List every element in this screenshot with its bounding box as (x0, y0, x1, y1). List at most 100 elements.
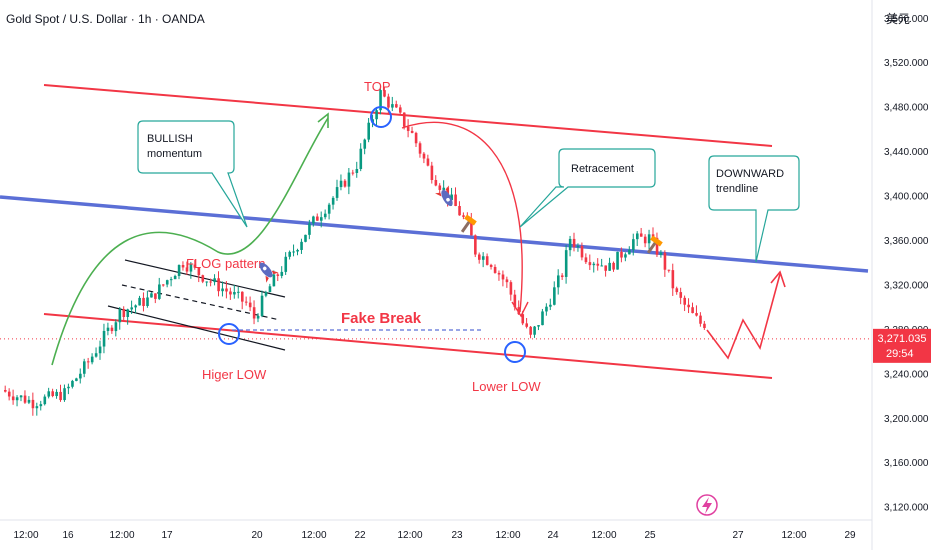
candle (4, 385, 7, 393)
candle (489, 263, 493, 270)
candle (209, 278, 212, 287)
candle (225, 281, 228, 299)
fake-break-label: Fake Break (341, 310, 422, 327)
flag-upper-line[interactable] (124, 259, 286, 298)
candle (327, 202, 331, 220)
candle (434, 175, 438, 187)
top-circle[interactable] (370, 106, 392, 128)
candle (284, 252, 288, 275)
candle (122, 306, 126, 322)
price-tag[interactable]: 3,271.035 29:54 (873, 328, 931, 363)
time-tick-label: 20 (251, 530, 263, 541)
candle (675, 286, 679, 295)
candle (71, 379, 74, 389)
candle (509, 280, 513, 301)
candle (679, 287, 683, 305)
candle (545, 303, 548, 316)
candle (39, 400, 43, 411)
candle (19, 394, 23, 402)
candle (90, 353, 94, 365)
candles[interactable] (4, 85, 706, 416)
candle (260, 290, 264, 318)
candle (478, 252, 481, 264)
candle (414, 131, 418, 148)
candle (162, 284, 165, 287)
flag-lower-line[interactable] (107, 305, 286, 351)
candle (201, 274, 205, 284)
candle (655, 232, 659, 257)
candle (699, 312, 702, 327)
candle (63, 384, 66, 402)
candle (280, 266, 284, 279)
higher-low-circle[interactable] (218, 323, 240, 345)
candle (181, 261, 185, 271)
candle (383, 87, 386, 98)
candle (55, 389, 58, 399)
candle (367, 117, 370, 143)
retracement-callout[interactable] (519, 148, 656, 228)
candle (185, 261, 189, 276)
candle (584, 253, 588, 264)
candle (470, 212, 473, 236)
flog-label: FLOG pattern (186, 256, 265, 271)
downward-trendline[interactable] (0, 195, 869, 273)
lower-low-circle[interactable] (504, 341, 526, 363)
candle (169, 276, 173, 287)
projection-zigzag[interactable] (706, 273, 781, 360)
currency-label[interactable]: 美元 (885, 12, 910, 26)
candle (497, 270, 501, 281)
candle (193, 259, 197, 270)
candle (359, 143, 363, 172)
retracement-curve[interactable] (401, 121, 523, 313)
candle (572, 232, 576, 252)
bullish-callout[interactable] (137, 120, 248, 228)
candle (244, 296, 248, 306)
time-tick-label: 12:00 (109, 530, 134, 541)
candle (102, 323, 106, 354)
momentum-arrowhead (317, 112, 329, 128)
candle (505, 276, 509, 288)
lower-channel-line[interactable] (43, 313, 773, 379)
candle (106, 322, 110, 336)
time-tick-label: 12:00 (301, 530, 326, 541)
candle (11, 389, 15, 405)
candle (703, 320, 706, 330)
candle (264, 290, 268, 298)
candle (75, 377, 78, 382)
lightning-icon[interactable] (696, 494, 718, 516)
candle (620, 247, 623, 263)
candle (501, 270, 505, 287)
price-axis[interactable]: 3,560.000 3,520.000 3,480.000 3,440.000 3,40… (884, 14, 929, 514)
rocket-down-icon (435, 185, 453, 207)
time-tick-label: 16 (62, 530, 74, 541)
symbol-title: Gold Spot / U.S. Dollar · 1h · OANDA (6, 12, 205, 26)
candle (474, 234, 477, 258)
rocket-icon (259, 262, 279, 283)
candle (529, 326, 532, 339)
candle (158, 277, 161, 301)
candle (560, 273, 564, 280)
time-axis[interactable]: 12:00 16 12:00 17 20 12:00 22 12:00 23 12:00 24 12:… (13, 530, 856, 541)
candle (533, 326, 536, 338)
candle (596, 258, 600, 271)
candle (98, 340, 102, 360)
candle (67, 383, 70, 395)
candle (110, 325, 114, 334)
candle (43, 394, 47, 406)
candle (537, 325, 540, 331)
downward-callout[interactable] (708, 155, 800, 263)
candle (292, 244, 295, 257)
momentum-curve[interactable] (51, 117, 329, 366)
candle (628, 246, 631, 255)
candle (604, 265, 607, 277)
candle (568, 235, 572, 257)
candle (134, 304, 137, 314)
candle (592, 261, 596, 273)
candle (616, 251, 619, 270)
candle (608, 257, 611, 271)
candle (213, 274, 216, 286)
upper-channel-line[interactable] (43, 84, 773, 147)
candle (83, 358, 86, 378)
